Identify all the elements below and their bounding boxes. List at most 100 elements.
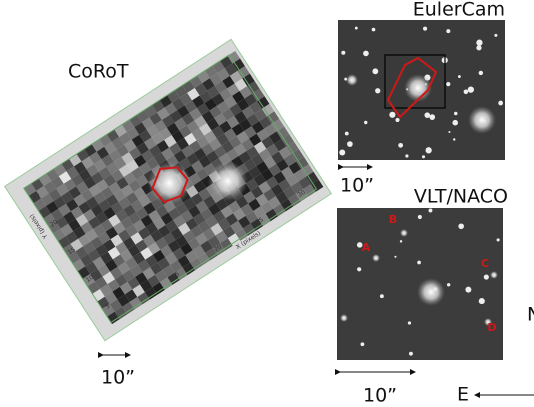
pixel: [296, 156, 309, 170]
pixel: [290, 181, 304, 195]
pixel: [147, 274, 160, 288]
pixel: [184, 132, 197, 146]
pixel: [63, 178, 77, 192]
pixel: [141, 149, 154, 163]
star: [417, 278, 445, 306]
pixel: [156, 140, 170, 153]
pixel: [95, 211, 109, 225]
pixel: [266, 111, 280, 124]
pixel: [226, 115, 240, 129]
pixel: [228, 200, 241, 214]
pixel: [158, 224, 171, 238]
pixel: [93, 191, 107, 205]
pixel: [81, 189, 94, 202]
pixel: [133, 219, 146, 233]
pixel: [195, 232, 208, 246]
pixel: [235, 195, 249, 209]
pixel: [130, 264, 143, 277]
pixel: [249, 101, 262, 114]
pixel: [90, 236, 103, 250]
pixel: [88, 184, 102, 197]
pixel: [256, 96, 270, 109]
pixel: [176, 137, 190, 151]
pixel: [215, 230, 228, 244]
pixel: [53, 196, 67, 209]
pixel: [204, 130, 217, 144]
pixel: [224, 95, 237, 109]
pixel: [171, 130, 185, 143]
pixel: [273, 138, 287, 152]
pixel: [103, 206, 116, 220]
star: [463, 89, 469, 95]
pixel: [100, 251, 113, 265]
pixel: [175, 202, 189, 216]
pixel: [180, 242, 193, 256]
pixel: [138, 194, 151, 208]
pixel: [98, 166, 112, 180]
pixel: [278, 146, 292, 159]
pixel: [145, 254, 158, 268]
pixel: [224, 63, 238, 76]
pixel: [258, 213, 271, 227]
pixel: [115, 274, 128, 287]
pixel: [110, 266, 123, 280]
pixel: [108, 214, 121, 227]
pixel: [276, 126, 290, 139]
star: [339, 149, 346, 156]
pixel: [61, 191, 74, 204]
pixel: [71, 173, 84, 187]
pixel: [220, 238, 233, 251]
pixel: [73, 161, 87, 174]
star: [476, 39, 483, 46]
pixel: [164, 135, 177, 148]
star: [483, 274, 489, 280]
pixel: [127, 276, 140, 290]
pixel: [139, 279, 153, 293]
pixel: [275, 191, 289, 204]
pixel: [140, 214, 154, 228]
star: [417, 215, 422, 220]
y-tick-label: 20: [49, 218, 59, 228]
pixel: [115, 241, 128, 255]
pixel: [250, 218, 263, 231]
pixel: [177, 255, 191, 268]
pixel: [195, 200, 209, 213]
pixel: [291, 149, 304, 162]
star: [490, 271, 498, 279]
y-tick-label: 10: [85, 274, 95, 284]
pixel: [181, 145, 194, 158]
pixel: [264, 123, 277, 137]
star: [467, 86, 474, 93]
pixel: [113, 156, 127, 170]
star: [454, 111, 458, 116]
pixel: [132, 252, 146, 265]
pixel: [125, 256, 138, 270]
pixel: [75, 246, 88, 259]
pixel: [159, 277, 173, 290]
compass-north: N: [527, 304, 534, 326]
pixel: [227, 233, 241, 246]
pixel: [91, 171, 104, 185]
pixel: [270, 183, 284, 197]
pixel: [63, 211, 76, 224]
pixel: [123, 204, 136, 217]
pixel: [130, 199, 144, 213]
marker-label: A: [362, 241, 371, 254]
pixel: [135, 272, 148, 285]
pixel: [268, 163, 282, 177]
pixel: [148, 209, 161, 223]
pixel: [55, 216, 69, 229]
pixel: [222, 75, 235, 89]
pixel: [128, 212, 141, 225]
pixel: [68, 186, 82, 199]
pixel: [142, 234, 156, 248]
zoom-box: [384, 54, 446, 109]
pixel: [212, 243, 226, 256]
pixel: [36, 186, 49, 199]
pixel: [165, 220, 179, 233]
pixel: [95, 276, 108, 290]
pixel: [271, 151, 284, 164]
pixel: [118, 196, 131, 210]
pixel: [184, 100, 198, 113]
